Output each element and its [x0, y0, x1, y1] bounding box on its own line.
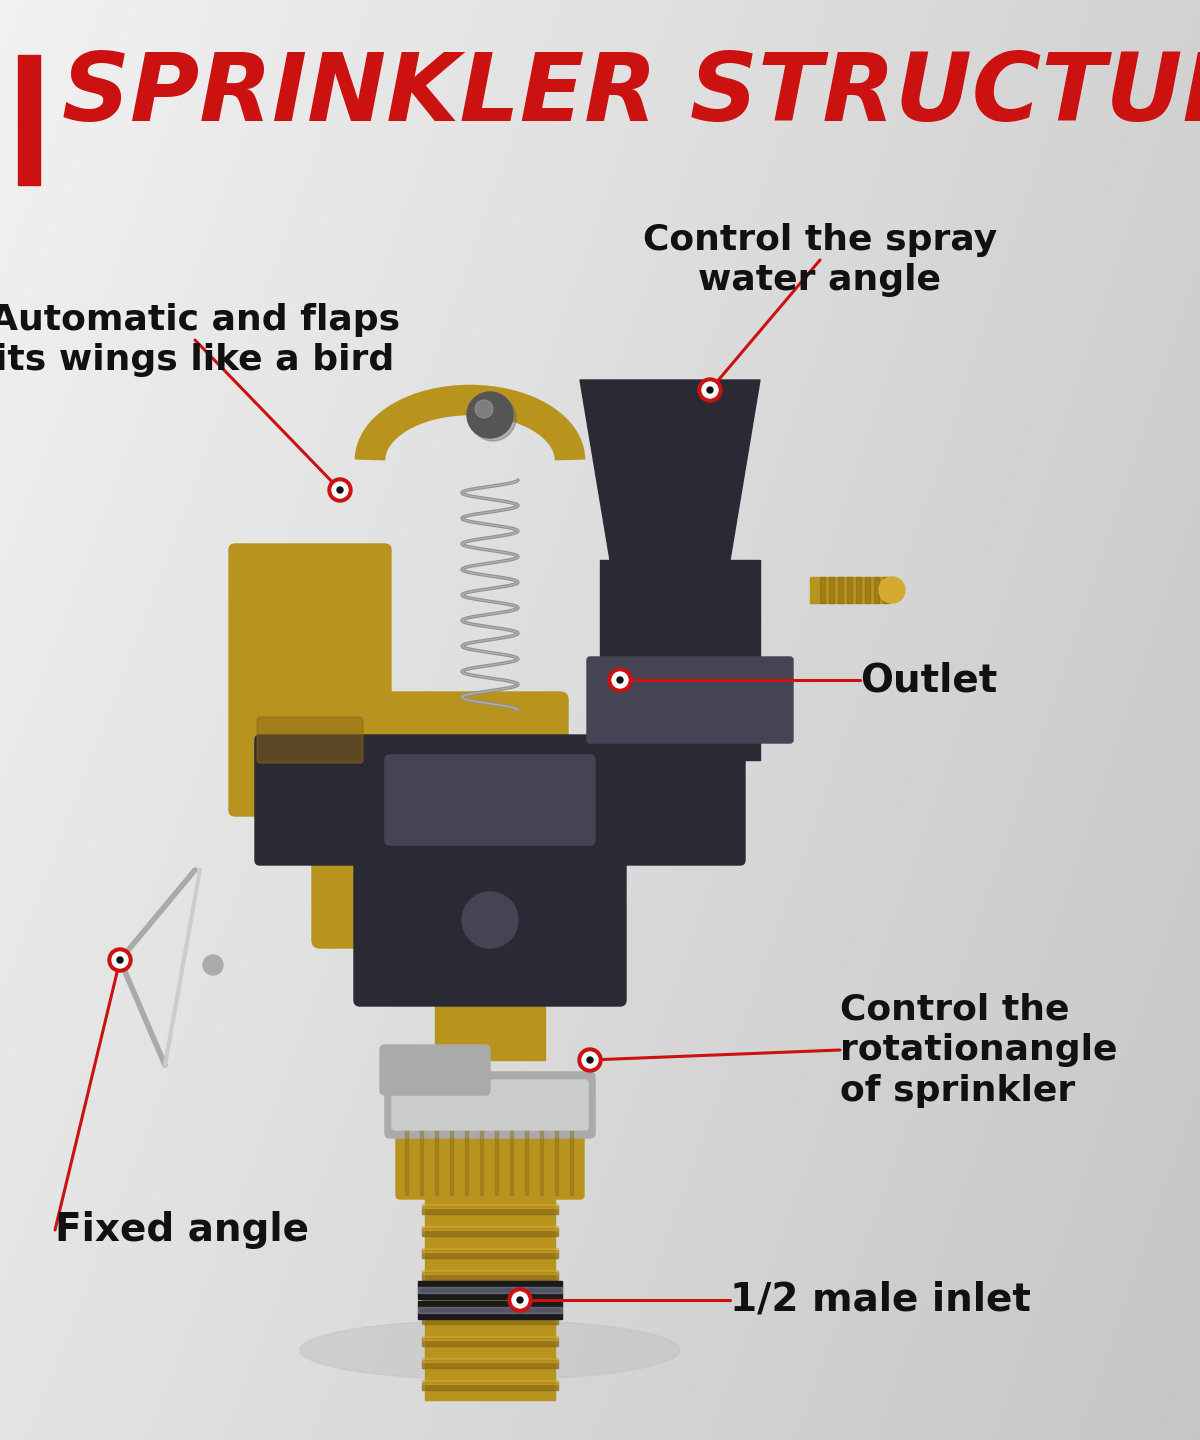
Circle shape	[698, 377, 722, 402]
Bar	[883, 577, 888, 603]
Circle shape	[108, 948, 132, 972]
Bar	[418, 1300, 562, 1319]
Bar	[418, 1308, 562, 1313]
Bar	[418, 1287, 562, 1293]
Bar	[436, 1125, 438, 1195]
Circle shape	[582, 1053, 598, 1068]
Circle shape	[328, 478, 352, 503]
Bar	[600, 560, 760, 760]
FancyBboxPatch shape	[312, 693, 568, 948]
Bar	[422, 1292, 558, 1296]
Bar	[422, 1248, 558, 1251]
Ellipse shape	[300, 1320, 680, 1380]
Bar	[480, 1125, 482, 1195]
Circle shape	[612, 672, 628, 688]
Circle shape	[702, 382, 718, 397]
Bar	[874, 577, 878, 603]
Bar	[425, 1140, 554, 1400]
Bar	[540, 1125, 542, 1195]
Circle shape	[878, 577, 905, 603]
Bar	[422, 1228, 558, 1236]
Bar	[18, 55, 40, 184]
Bar	[510, 1125, 514, 1195]
Circle shape	[112, 952, 128, 968]
Bar	[820, 577, 826, 603]
Bar	[554, 1125, 558, 1195]
Bar	[422, 1184, 558, 1192]
FancyBboxPatch shape	[257, 717, 364, 763]
Bar	[422, 1338, 558, 1346]
Bar	[420, 1125, 424, 1195]
Bar	[810, 577, 890, 603]
Circle shape	[462, 891, 518, 948]
Bar	[422, 1207, 558, 1214]
Circle shape	[203, 955, 223, 975]
FancyBboxPatch shape	[229, 544, 391, 816]
Bar	[422, 1272, 558, 1280]
Text: Control the spray
water angle: Control the spray water angle	[643, 223, 997, 298]
Circle shape	[118, 958, 124, 963]
Text: Outlet: Outlet	[860, 661, 997, 698]
Circle shape	[587, 1057, 593, 1063]
Bar	[422, 1204, 558, 1208]
Bar	[422, 1161, 558, 1164]
Polygon shape	[580, 380, 760, 560]
Bar	[406, 1125, 408, 1195]
Circle shape	[617, 677, 623, 683]
Bar	[450, 1125, 454, 1195]
Bar	[570, 1125, 574, 1195]
Bar	[422, 1358, 558, 1362]
Circle shape	[332, 482, 348, 498]
Text: 1/2 male inlet: 1/2 male inlet	[730, 1282, 1031, 1319]
Bar	[856, 577, 862, 603]
Bar	[418, 1282, 562, 1299]
Bar	[526, 1125, 528, 1195]
Bar	[422, 1380, 558, 1384]
Text: SPRINKLER STRUCTURE: SPRINKLER STRUCTURE	[62, 49, 1200, 141]
Bar	[466, 1125, 468, 1195]
Circle shape	[467, 392, 514, 438]
FancyBboxPatch shape	[380, 1045, 490, 1094]
Bar	[847, 577, 852, 603]
Circle shape	[608, 668, 632, 693]
Circle shape	[512, 1292, 528, 1308]
Bar	[422, 1316, 558, 1323]
Bar	[422, 1225, 558, 1230]
Bar	[422, 1250, 558, 1259]
Bar	[496, 1125, 498, 1195]
Bar	[865, 577, 870, 603]
FancyBboxPatch shape	[354, 834, 626, 1007]
Circle shape	[508, 1287, 532, 1312]
Text: Control the
rotationangle
of sprinkler: Control the rotationangle of sprinkler	[840, 992, 1117, 1107]
Circle shape	[475, 400, 493, 418]
Bar	[838, 577, 842, 603]
Circle shape	[517, 1297, 523, 1303]
Ellipse shape	[470, 395, 516, 441]
Text: Fixed angle: Fixed angle	[55, 1211, 310, 1248]
Bar	[422, 1336, 558, 1341]
Bar	[422, 1270, 558, 1274]
Bar	[436, 880, 545, 1060]
FancyBboxPatch shape	[385, 1071, 595, 1138]
Bar	[829, 577, 834, 603]
FancyBboxPatch shape	[587, 657, 793, 743]
Text: Automatic and flaps
its wings like a bird: Automatic and flaps its wings like a bir…	[0, 302, 400, 377]
Circle shape	[337, 487, 343, 492]
Bar	[422, 1182, 558, 1187]
Bar	[422, 1162, 558, 1169]
Circle shape	[707, 387, 713, 393]
FancyBboxPatch shape	[396, 1120, 584, 1200]
Bar	[422, 1295, 558, 1302]
FancyBboxPatch shape	[256, 734, 745, 865]
Bar	[422, 1359, 558, 1368]
Bar	[422, 1313, 558, 1318]
Bar	[422, 1382, 558, 1390]
FancyBboxPatch shape	[392, 1080, 588, 1130]
FancyBboxPatch shape	[385, 755, 595, 845]
Circle shape	[578, 1048, 602, 1071]
